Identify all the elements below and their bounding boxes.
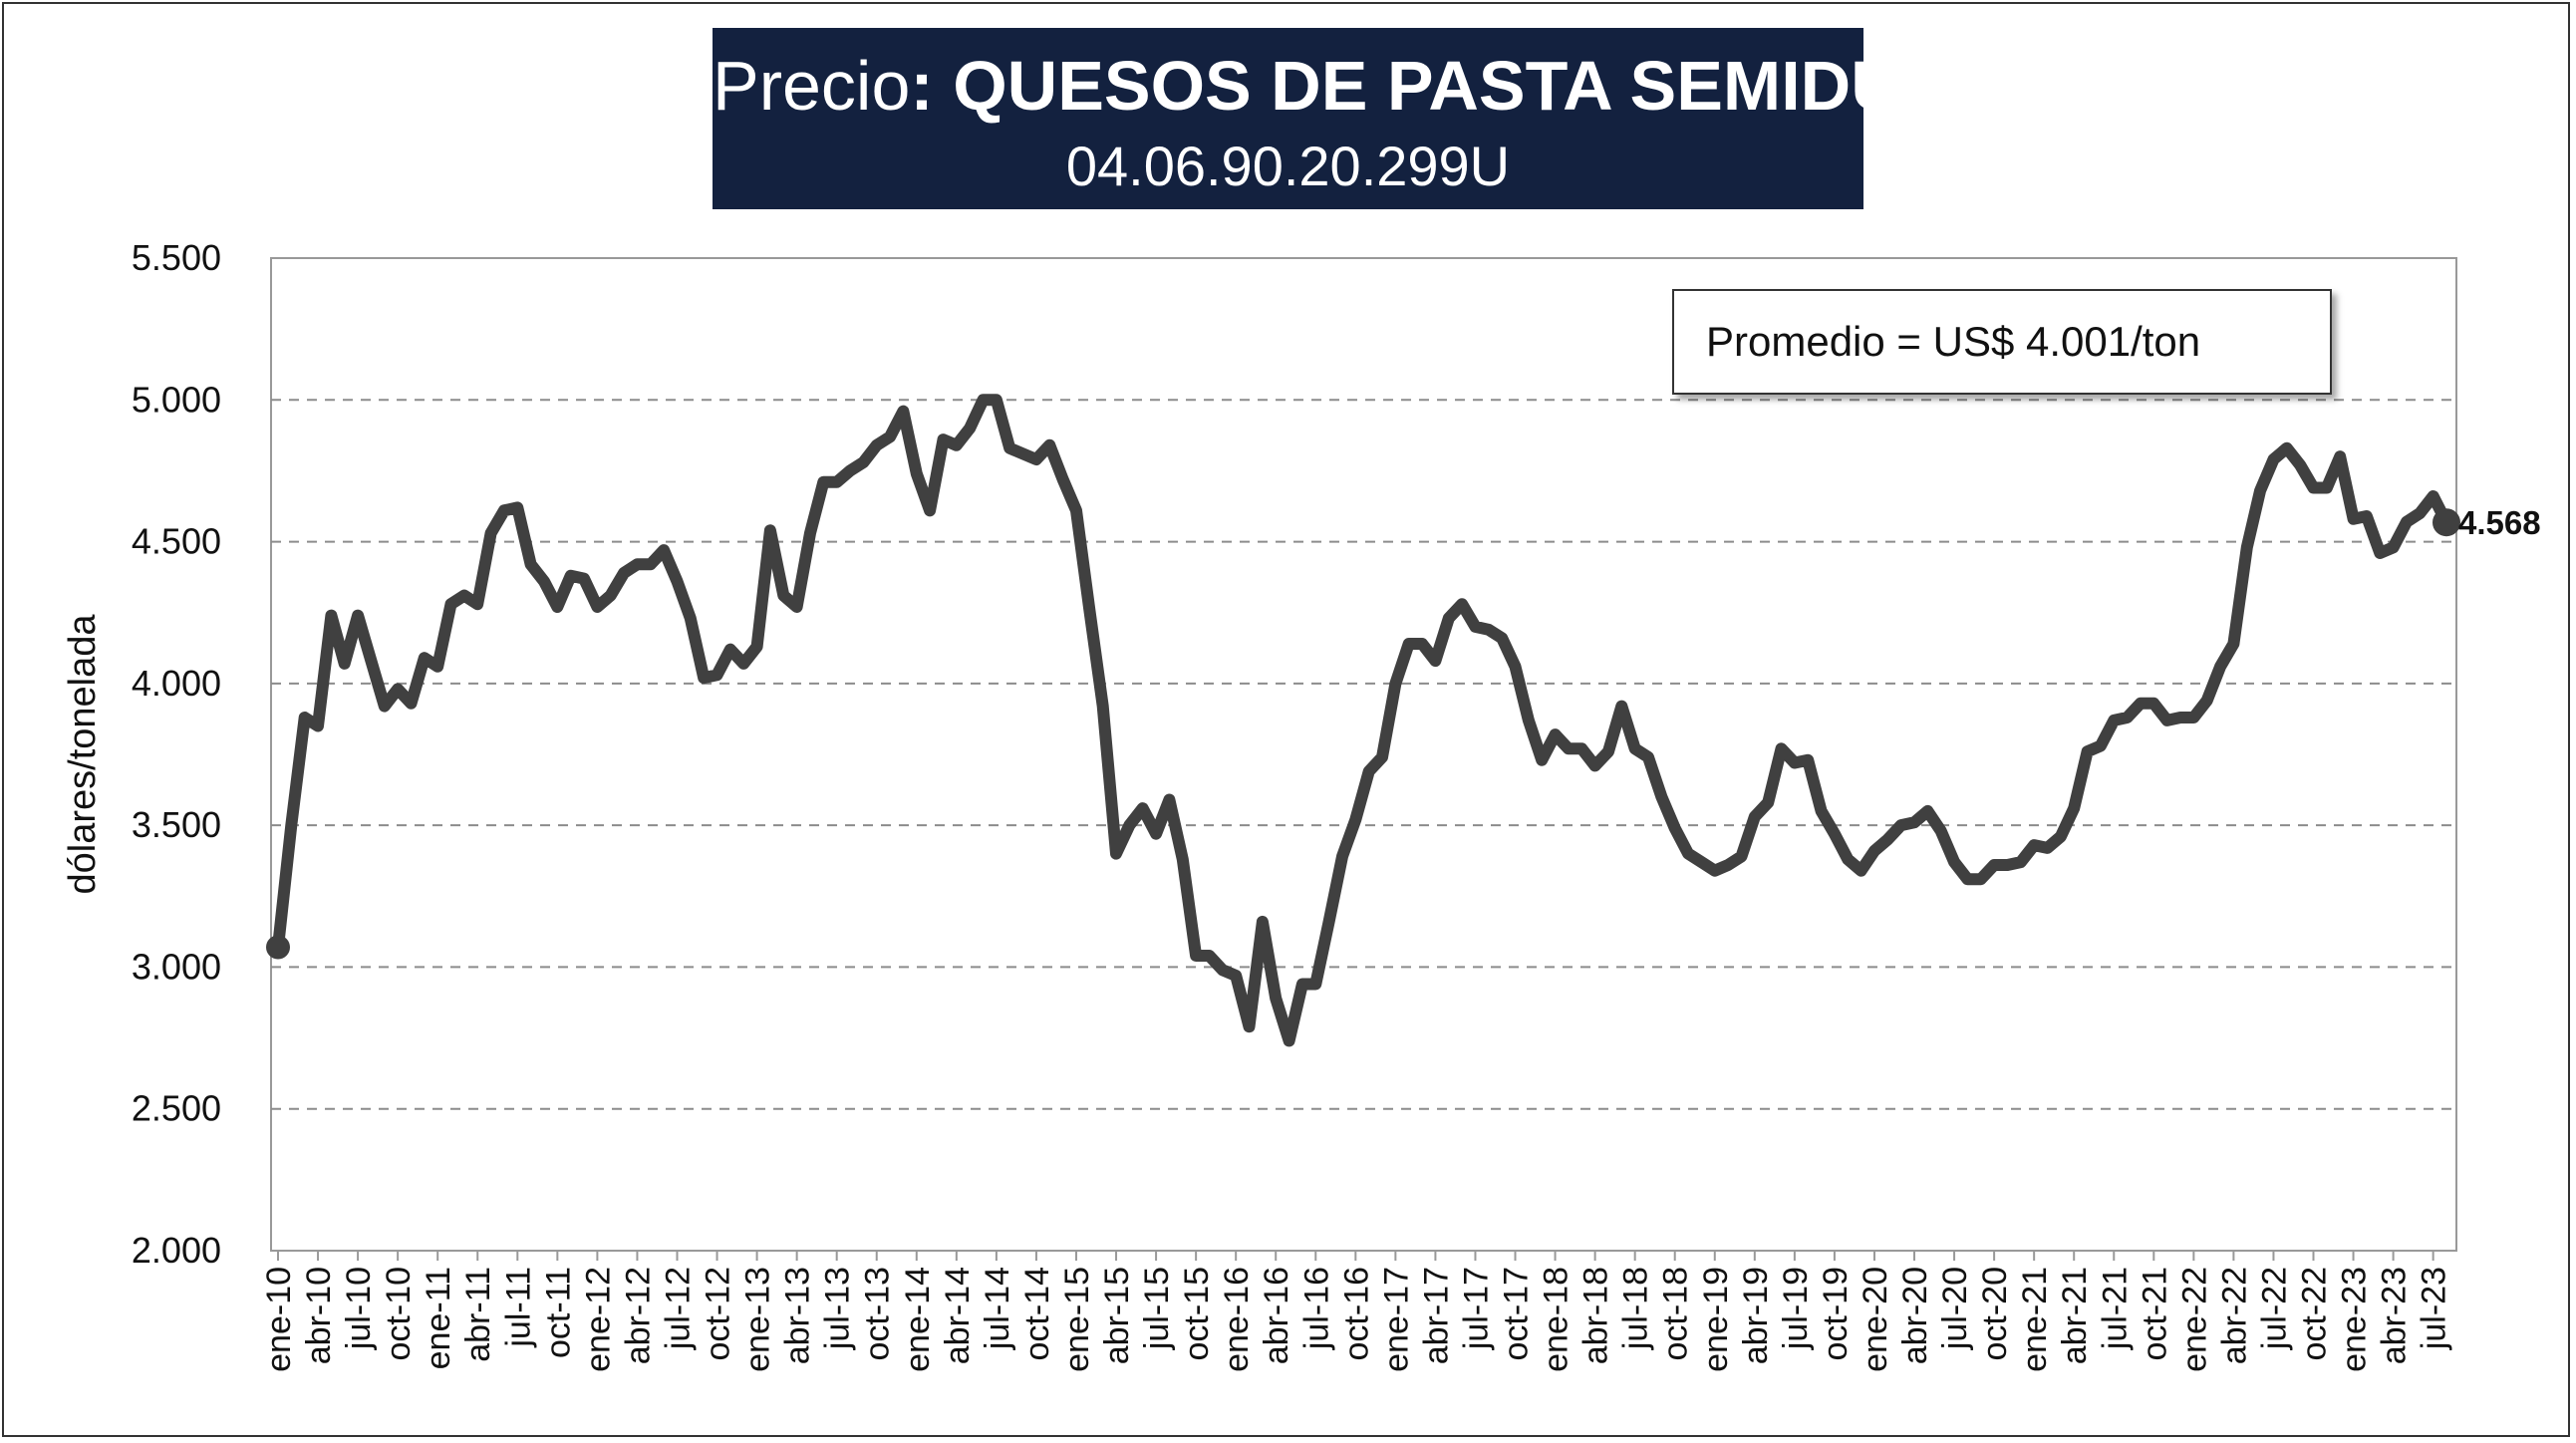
y-axis-label: dólares/tonelada	[62, 614, 104, 895]
x-tick-label: oct-16	[1337, 1267, 1375, 1361]
x-tick-label: abr-15	[1098, 1267, 1136, 1364]
x-tick-label: jul-11	[499, 1267, 537, 1348]
x-tick-label: oct-14	[1018, 1267, 1056, 1361]
x-tick-label: abr-11	[459, 1267, 497, 1362]
x-tick-label: ene-16	[1218, 1267, 1256, 1372]
x-tick-label: oct-13	[859, 1267, 897, 1361]
x-tick-label: jul-19	[1777, 1267, 1815, 1350]
y-tick-label: 3.000	[132, 946, 221, 987]
x-tick-label: oct-15	[1178, 1267, 1216, 1361]
x-tick-label: jul-12	[659, 1267, 697, 1350]
x-tick-label: ene-10	[260, 1267, 298, 1372]
x-tick-label: abr-14	[939, 1267, 977, 1364]
x-tick-label: oct-19	[1817, 1267, 1855, 1361]
x-tick-label: oct-10	[380, 1267, 418, 1361]
title-prefix: Precio	[713, 47, 911, 125]
end-point-marker	[2433, 508, 2460, 537]
x-tick-label: ene-18	[1538, 1267, 1575, 1372]
chart-title: Precio: QUESOS DE PASTA SEMIDURA	[713, 44, 2002, 128]
x-tick-label: jul-17	[1457, 1267, 1495, 1350]
x-tick-label: oct-12	[700, 1267, 737, 1361]
series-line	[272, 394, 2452, 1047]
x-tick-label: ene-22	[2175, 1267, 2213, 1372]
x-tick-label: abr-10	[300, 1267, 338, 1364]
x-axis-ticks: ene-10 abr-10 jul-10 oct-10 ene-11 abr-11 jul-…	[260, 1251, 2453, 1372]
x-tick-label: ene-13	[739, 1267, 777, 1372]
x-tick-label: jul-18	[1617, 1267, 1655, 1350]
x-tick-label: oct-11	[539, 1267, 577, 1358]
x-tick-label: ene-23	[2336, 1267, 2374, 1372]
x-tick-label: abr-12	[619, 1267, 657, 1364]
title-banner: Precio: QUESOS DE PASTA SEMIDURA 04.06.9…	[713, 28, 2002, 209]
x-tick-label: abr-16	[1258, 1267, 1295, 1364]
end-point-label: 4.568	[2458, 504, 2541, 541]
x-tick-label: abr-20	[1896, 1267, 1934, 1364]
x-tick-label: jul-21	[2096, 1267, 2134, 1350]
title-colon: :	[910, 47, 954, 125]
x-tick-label: jul-14	[979, 1267, 1016, 1350]
x-tick-label: jul-22	[2255, 1267, 2293, 1350]
x-tick-label: oct-22	[2296, 1267, 2334, 1361]
y-tick-label: 4.000	[132, 663, 221, 704]
x-tick-label: jul-10	[340, 1267, 378, 1350]
x-tick-label: ene-12	[579, 1267, 617, 1372]
y-tick-label: 5.000	[132, 379, 221, 420]
x-tick-label: jul-15	[1138, 1267, 1176, 1350]
x-tick-label: ene-21	[2016, 1267, 2054, 1372]
x-tick-label: abr-21	[2056, 1267, 2094, 1364]
title-product: : QUESOS DE PASTA SEMIDURA	[910, 47, 2001, 125]
x-tick-label: ene-17	[1377, 1267, 1415, 1372]
x-tick-label: jul-23	[2416, 1267, 2453, 1350]
x-tick-label: oct-17	[1498, 1267, 1536, 1361]
x-tick-label: oct-20	[1976, 1267, 2014, 1361]
x-tick-label: oct-18	[1657, 1267, 1695, 1361]
x-tick-label: oct-21	[2136, 1267, 2173, 1361]
y-axis-ticks: 2.000 2.500 3.000 3.500 4.000 4.500 5.000 5.500	[132, 237, 221, 1271]
y-tick-label: 5.500	[132, 237, 221, 278]
x-tick-label: jul-13	[819, 1267, 857, 1350]
x-tick-label: abr-19	[1737, 1267, 1775, 1364]
y-tick-label: 4.500	[132, 521, 221, 562]
x-tick-label: abr-23	[2376, 1267, 2414, 1364]
x-tick-label: ene-14	[899, 1267, 937, 1372]
x-tick-label: abr-13	[779, 1267, 817, 1364]
x-tick-label: abr-22	[2215, 1267, 2253, 1364]
x-tick-label: ene-15	[1058, 1267, 1096, 1372]
start-point-marker	[266, 935, 290, 960]
x-tick-label: jul-16	[1297, 1267, 1335, 1350]
x-tick-label: abr-18	[1577, 1267, 1615, 1364]
x-tick-label: ene-19	[1697, 1267, 1735, 1372]
average-annotation: Promedio = US$ 4.001/ton	[1672, 289, 2332, 395]
title-product-name: QUESOS DE PASTA SEMIDURA	[953, 47, 2002, 125]
y-tick-label: 3.500	[132, 804, 221, 845]
x-tick-label: ene-20	[1857, 1267, 1894, 1372]
x-tick-label: abr-17	[1417, 1267, 1455, 1364]
y-tick-label: 2.500	[132, 1088, 221, 1129]
chart-subtitle: 04.06.90.20.299U	[1065, 135, 1511, 197]
plot-area	[270, 257, 2457, 1252]
x-tick-label: ene-11	[420, 1267, 457, 1369]
y-tick-label: 2.000	[132, 1230, 221, 1271]
x-tick-label: jul-20	[1936, 1267, 1974, 1350]
gridlines	[271, 399, 2456, 1110]
